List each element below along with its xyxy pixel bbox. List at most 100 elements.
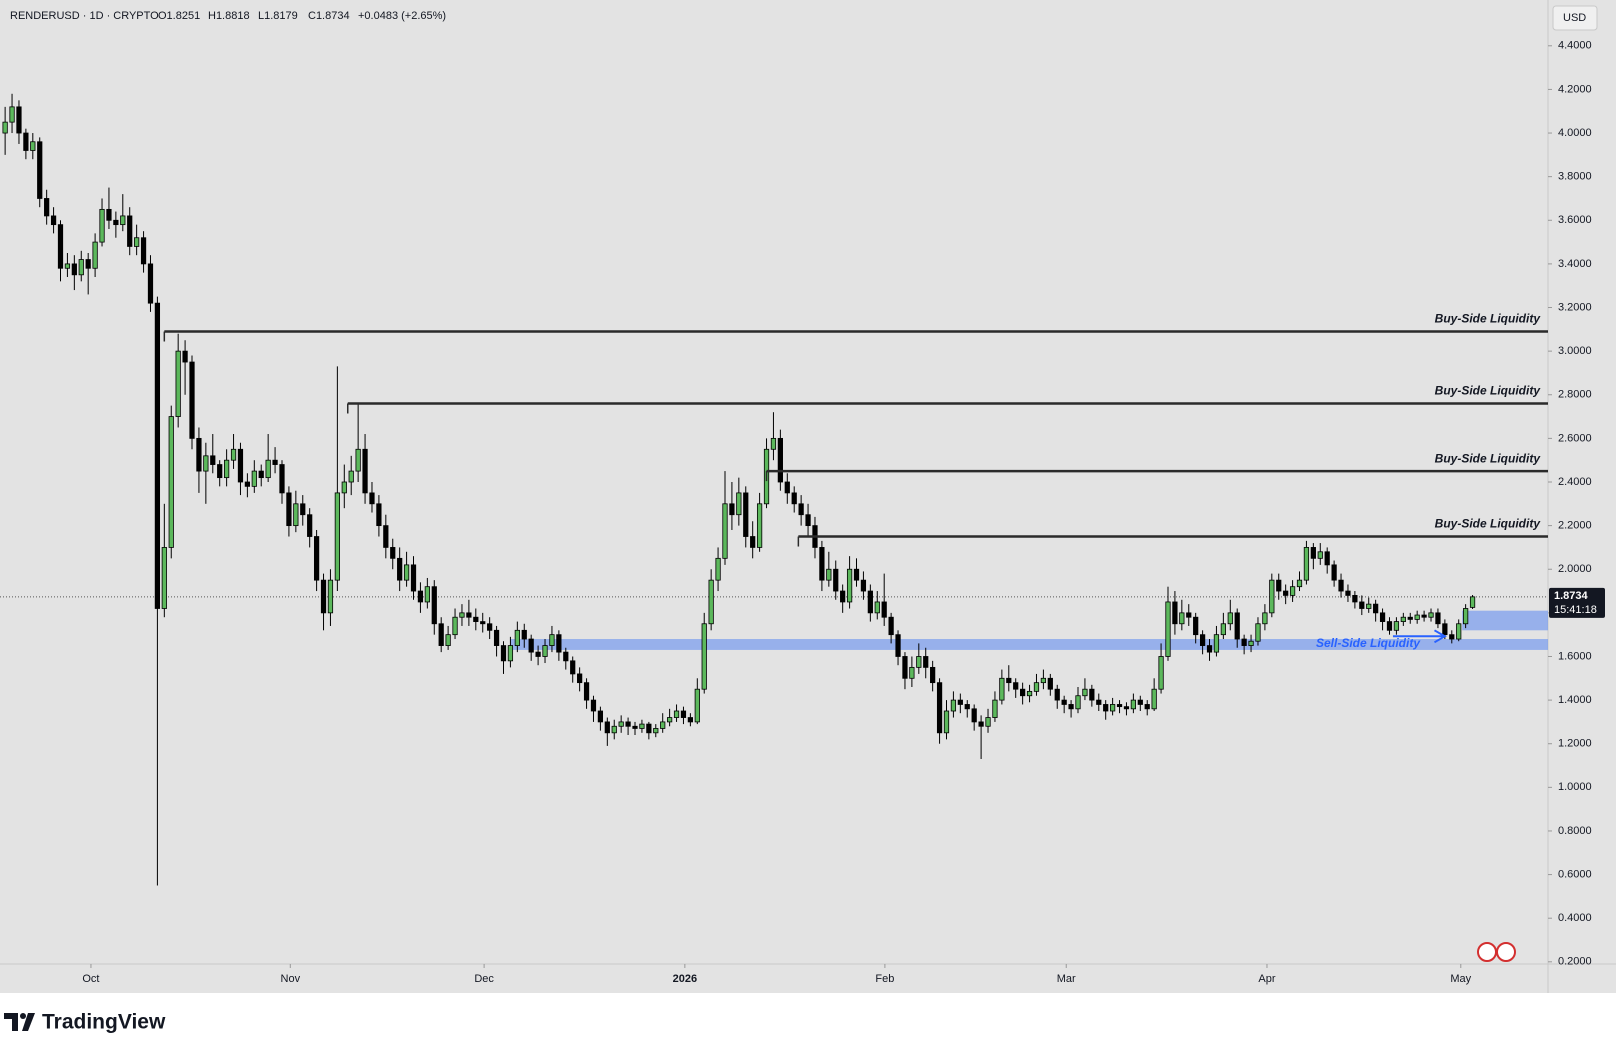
candle-body: [279, 464, 285, 494]
candle-body: [293, 503, 299, 527]
candle-body: [320, 579, 327, 614]
candle-body: [791, 492, 797, 505]
candle-body: [639, 723, 645, 729]
candle-body: [978, 721, 984, 727]
candle-body: [424, 586, 430, 603]
candle-body: [217, 464, 223, 479]
brand-name: TradingView: [42, 1011, 166, 1034]
candle-body: [805, 514, 811, 527]
candle-body: [1047, 677, 1053, 690]
candle-body: [1082, 688, 1088, 697]
candle-body: [9, 106, 15, 123]
candle-body: [480, 621, 486, 625]
candle-body: [743, 492, 749, 537]
header-high: H1.8818: [208, 10, 250, 22]
candle-body: [71, 263, 77, 276]
candle-body: [23, 132, 29, 151]
last-price-box: [1549, 587, 1605, 618]
candle-body: [196, 437, 202, 472]
candle-body: [895, 634, 901, 657]
liquidity-zone: [510, 639, 1548, 650]
candle-body: [625, 721, 631, 727]
candle-body: [390, 547, 396, 559]
candle-body: [147, 263, 154, 304]
x-tick-label: Apr: [1258, 973, 1275, 985]
candle-body: [307, 514, 313, 537]
candle-body: [687, 717, 693, 723]
currency-box[interactable]: [1552, 5, 1598, 31]
candle-body: [1379, 612, 1386, 622]
header-symbol: RENDERUSD · 1D · CRYPTO: [10, 10, 159, 22]
candle-body: [860, 579, 867, 592]
candle-body: [840, 590, 846, 603]
candle-body: [106, 208, 112, 221]
candle-body: [1421, 614, 1427, 618]
y-tick-label: 2.6000: [1558, 432, 1592, 444]
candle-body: [708, 579, 714, 625]
y-tick-label: 2.0000: [1558, 563, 1592, 575]
candle-body: [798, 503, 804, 516]
candle-body: [362, 448, 368, 494]
y-tick-label: 3.0000: [1558, 345, 1592, 357]
candle-body: [1193, 616, 1199, 636]
y-tick-label: 2.8000: [1558, 389, 1592, 401]
candle-body: [826, 568, 832, 581]
candle-body: [1026, 690, 1033, 697]
candle-body: [784, 481, 790, 494]
candle-body: [327, 579, 334, 614]
candle-body: [313, 536, 320, 581]
candle-body: [50, 215, 57, 226]
candle-body: [1400, 616, 1406, 622]
candle-body: [1151, 688, 1157, 710]
candle-body: [272, 459, 278, 465]
candle-body: [1428, 612, 1434, 618]
candle-body: [667, 717, 673, 723]
candle-body: [1234, 612, 1240, 640]
y-tick-label: 4.4000: [1558, 40, 1592, 52]
candle-body: [1269, 579, 1275, 614]
candle-body: [57, 224, 64, 269]
candle-body: [909, 666, 915, 679]
candle-body: [521, 629, 527, 640]
candle-body: [397, 557, 403, 581]
candle-body: [417, 590, 424, 603]
y-tick-label: 1.0000: [1558, 781, 1592, 793]
candle-body: [1144, 704, 1150, 710]
candle-body: [680, 710, 687, 718]
candle-body: [930, 666, 936, 684]
candle-body: [1449, 634, 1455, 640]
candle-body: [542, 645, 548, 657]
candle-body: [466, 612, 472, 618]
candle-body: [1123, 706, 1130, 710]
plot-area: Sell-Side Liquidity Buy-Side Liquidity Buy…: [0, 93, 1548, 886]
candle-body: [2, 121, 8, 134]
candle-body: [1137, 699, 1143, 705]
candle-body: [1061, 699, 1067, 705]
candle-body: [258, 470, 264, 479]
candle-body: [563, 651, 569, 662]
y-tick-label: 3.2000: [1558, 301, 1592, 313]
candle-body: [473, 616, 479, 622]
candle-body: [182, 350, 188, 363]
candle-body: [1345, 590, 1351, 596]
candle-body: [30, 141, 36, 151]
candle-body: [985, 717, 991, 727]
candle-body: [113, 219, 119, 226]
candle-body: [881, 601, 887, 618]
candle-body: [210, 455, 216, 465]
candle-body: [1255, 623, 1261, 642]
candle-body: [570, 660, 576, 675]
candle-body: [528, 638, 534, 653]
candle-body: [770, 437, 777, 450]
candle-body: [1033, 682, 1040, 692]
candle-body: [867, 590, 873, 614]
candle-body: [244, 481, 251, 487]
candle-body: [383, 525, 389, 548]
candle-body: [1338, 579, 1344, 592]
countdown-label: 15:41:18: [1554, 604, 1597, 616]
arrow: [1392, 629, 1447, 644]
candle-body: [902, 656, 908, 679]
brand-logo: [4, 1013, 35, 1031]
candle-body: [874, 601, 880, 614]
candle-body: [1213, 634, 1220, 653]
